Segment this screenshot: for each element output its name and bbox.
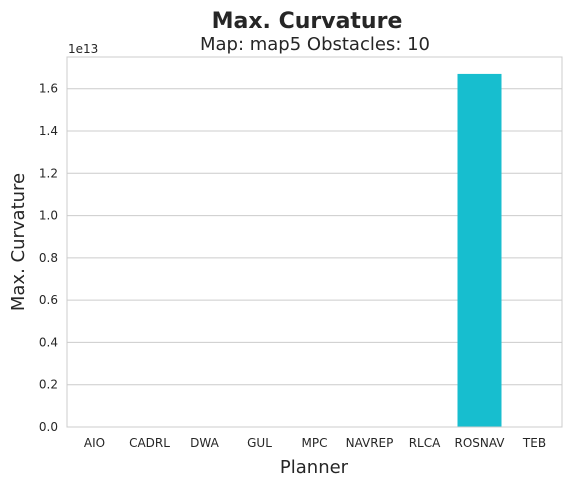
x-tick-label: MPC <box>302 436 328 450</box>
chart-subtitle: Map: map5 Obstacles: 10 <box>200 34 430 55</box>
gridlines <box>67 88 562 428</box>
y-axis-label: Max. Curvature <box>8 173 29 311</box>
plot-frame <box>66 56 563 428</box>
x-tick-label: DWA <box>190 436 219 450</box>
x-tick-label: TEB <box>522 436 546 450</box>
x-axis-label: Planner <box>280 457 349 478</box>
y-tick-label: 0.8 <box>39 251 58 265</box>
x-tick-label: NAVREP <box>346 436 394 450</box>
bars <box>457 73 502 428</box>
y-tick-label: 1.4 <box>39 124 58 138</box>
x-tick-label: GUL <box>247 436 272 450</box>
y-axis-offset-label: 1e13 <box>68 42 98 56</box>
x-tick-labels: AIO CADRL DWA GUL MPC NAVREP RLCA ROSNAV TEB <box>84 436 546 450</box>
chart-title: Max. Curvature <box>212 9 403 34</box>
x-tick-label: ROSNAV <box>454 436 505 450</box>
bar-rosnav <box>457 73 502 428</box>
x-tick-label: CADRL <box>129 436 170 450</box>
y-tick-label: 0.6 <box>39 293 58 307</box>
y-tick-label: 1.2 <box>39 166 58 180</box>
y-tick-label: 0.4 <box>39 335 58 349</box>
x-tick-label: RLCA <box>409 436 441 450</box>
y-tick-labels: 0.0 0.2 0.4 0.6 0.8 1.0 1.2 1.4 1.6 <box>39 82 58 434</box>
x-tick-label: AIO <box>84 436 105 450</box>
y-tick-label: 1.6 <box>39 82 58 96</box>
y-tick-label: 1.0 <box>39 209 58 223</box>
y-tick-label: 0.0 <box>39 420 58 434</box>
y-tick-label: 0.2 <box>39 378 58 392</box>
